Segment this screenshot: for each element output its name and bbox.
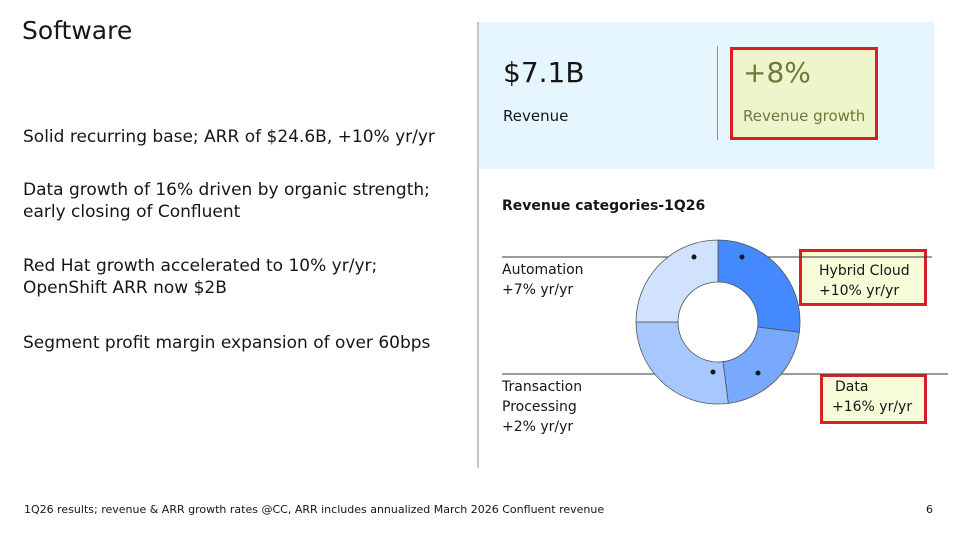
kpi-value: +8% [743,56,811,89]
bullet: Data growth of 16% driven by organic str… [23,180,430,222]
donut-segment [635,321,729,405]
footnote: 1Q26 results; revenue & ARR growth rates… [24,503,605,516]
growth: +16% yr/yr [832,399,913,415]
kpi-divider [717,46,718,140]
slide-title: Software [22,16,133,45]
bullet: Red Hat growth accelerated to 10% yr/yr;… [23,256,378,298]
category: Hybrid Cloud [819,263,910,279]
kpi-value: $7.1B [503,56,585,89]
growth: +10% yr/yr [819,283,900,299]
leader-dot [691,254,697,260]
category: Transaction Processing [502,379,583,415]
growth: +2% yr/yr [502,419,574,435]
kpi-label: Revenue growth [743,107,866,125]
segment-label: Transaction Processing +2% yr/yr [502,377,602,437]
page-number: 6 [926,503,933,516]
segment-label: Hybrid Cloud +10% yr/yr [819,261,910,301]
highlight-box [799,249,927,306]
leader-dot [710,369,716,375]
category: Data [835,379,869,395]
leader-dot [755,370,761,376]
divider [477,22,479,468]
highlight-box [730,47,878,140]
segment-label: Data +16% yr/yr [832,377,913,417]
category: Automation [502,262,584,278]
segment-label: Automation +7% yr/yr [502,260,584,300]
highlight-box [820,374,927,424]
donut-segment [635,239,719,323]
donut-segment [722,326,800,404]
growth: +7% yr/yr [502,282,574,298]
leader-dot [739,254,745,260]
kpi-label: Revenue [503,107,569,125]
chart-title: Revenue categories-1Q26 [502,198,706,214]
bullet: Segment profit margin expansion of over … [23,333,431,353]
donut-segment [717,239,801,333]
bullet: Solid recurring base; ARR of $24.6B, +10… [23,127,435,147]
